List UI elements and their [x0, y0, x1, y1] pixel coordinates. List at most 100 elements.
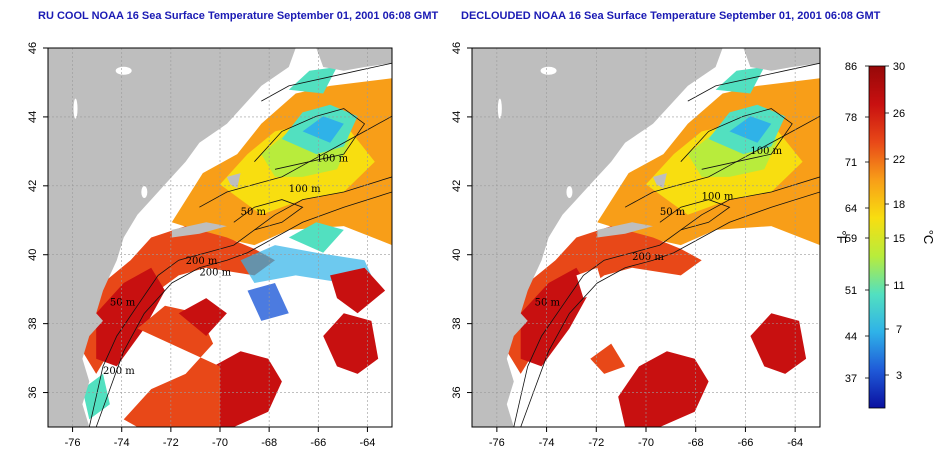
contour-label: 50 m — [535, 298, 561, 309]
colorbar-c-label: 26 — [893, 108, 905, 120]
sst-gulf-stream-east — [750, 313, 807, 374]
map-area: 100 m 100 m 50 m 200 m 50 m — [472, 48, 820, 427]
lake — [497, 98, 502, 119]
x-tick-label: -76 — [65, 437, 81, 449]
land-north-america — [472, 48, 723, 427]
temperature-colorbar: 86 78 71 64 59 51 44 37 30 26 22 18 15 11 7 3 °F °C — [834, 61, 936, 409]
contour-label: 200 m — [199, 267, 231, 278]
celsius-unit-label: °C — [921, 230, 936, 245]
bathymetry-contour — [261, 62, 392, 102]
colorbar-c-label: 11 — [893, 280, 904, 292]
sst-coldest-patch — [729, 116, 772, 143]
y-tick-label: 38 — [451, 318, 463, 330]
lake — [141, 186, 148, 199]
colorbar-f-label: 37 — [845, 373, 857, 385]
contour-label: 100 m — [702, 192, 734, 203]
lake — [540, 66, 557, 75]
land-cape-cod — [653, 173, 667, 189]
y-tick-label: 42 — [451, 180, 463, 192]
sst-shelf-warm — [82, 226, 276, 374]
colorbar-c-label: 18 — [893, 199, 905, 211]
colorbar-f-label: 86 — [845, 61, 857, 73]
lake — [73, 98, 78, 119]
contour-label: 200 m — [103, 366, 135, 377]
left-panel-title: RU COOL NOAA 16 Sea Surface Temperature … — [38, 10, 439, 22]
colorbar-c-label: 30 — [893, 61, 905, 73]
x-tick-label: -70 — [212, 437, 228, 449]
bathymetry-contour — [254, 108, 366, 170]
sst-gulf-stream-east — [323, 313, 379, 374]
sst-gulf-water-nearshore — [520, 267, 591, 367]
right-sst-map: 100 m 100 m 50 m 200 m 50 m -76 -74 -72 -70 -68 -6… — [451, 42, 821, 449]
bathymetry-contour — [687, 62, 820, 102]
sst-raw-cold-speckle — [247, 283, 289, 321]
sst-raw-eddy — [178, 298, 227, 336]
y-tick-label: 40 — [451, 249, 463, 261]
x-tick-label: -66 — [737, 437, 753, 449]
sst-raw-south — [123, 305, 220, 427]
x-tick-label: -64 — [359, 437, 375, 449]
x-tick-label: -74 — [539, 437, 555, 449]
y-tick-label: 44 — [451, 111, 463, 123]
x-tick-label: -64 — [787, 437, 803, 449]
bathymetry-contour — [624, 115, 820, 208]
x-tick-label: -70 — [638, 437, 654, 449]
colorbar-c-label: 22 — [893, 154, 905, 166]
contour-label: 50 m — [241, 207, 267, 218]
sst-raw-cool-strip — [288, 222, 344, 253]
land-long-island — [597, 222, 653, 238]
x-tick-label: -74 — [114, 437, 130, 449]
bathymetry-contour — [95, 191, 392, 427]
y-tick-label: 44 — [27, 111, 39, 123]
contour-label: 200 m — [632, 252, 664, 263]
land-nova-scotia — [316, 48, 392, 71]
colorbar-f-label: 64 — [845, 203, 857, 215]
y-tick-label: 46 — [451, 42, 463, 54]
x-tick-label: -72 — [588, 437, 604, 449]
bathymetry-contour — [88, 176, 392, 427]
bathymetry-contour — [659, 199, 731, 231]
colorbar-f-label: 78 — [845, 112, 857, 124]
land-cape-cod — [226, 173, 241, 189]
bathymetry-contour — [233, 199, 304, 231]
colorbar-f-label: 71 — [845, 157, 857, 169]
contour-label: 100 m — [750, 146, 782, 157]
contour-label: 50 m — [660, 207, 686, 218]
land-long-island — [171, 222, 227, 238]
sst-raw-east-patch — [330, 267, 386, 314]
colorbar-c-label: 15 — [893, 233, 905, 245]
colorbar-c-label: 7 — [896, 324, 902, 336]
y-tick-label: 40 — [27, 249, 39, 261]
colorbar-gradient — [868, 65, 886, 409]
colorbar-f-label: 59 — [845, 233, 857, 245]
lake — [566, 186, 573, 199]
bathymetry-contour — [199, 115, 392, 208]
contour-label: 100 m — [316, 154, 348, 165]
contour-label: 200 m — [186, 256, 218, 267]
contour-label: 100 m — [289, 184, 321, 195]
sst-gulf-stream-core — [618, 351, 709, 427]
sst-declouded-patch — [590, 343, 626, 374]
contour-label: 50 m — [110, 298, 136, 309]
y-tick-label: 38 — [27, 318, 39, 330]
land-nova-scotia — [743, 48, 820, 71]
colorbar-f-label: 44 — [845, 331, 857, 343]
y-tick-label: 36 — [451, 386, 463, 398]
sst-shelf-warm — [506, 226, 702, 374]
x-tick-label: -66 — [310, 437, 326, 449]
land-north-america — [48, 48, 296, 427]
bathymetry-contour — [520, 191, 820, 427]
colorbar-f-label: 51 — [845, 285, 857, 297]
sst-coldest-patch — [302, 116, 344, 143]
lake — [115, 66, 132, 75]
fahrenheit-unit-label: °F — [834, 230, 849, 243]
y-tick-label: 36 — [27, 386, 39, 398]
y-tick-label: 42 — [27, 180, 39, 192]
bathymetry-contour — [513, 176, 820, 427]
right-panel-title: DECLOUDED NOAA 16 Sea Surface Temperatur… — [461, 10, 881, 22]
sst-gulf-water-nearshore — [96, 267, 165, 367]
x-tick-label: -68 — [688, 437, 704, 449]
x-tick-label: -72 — [163, 437, 179, 449]
